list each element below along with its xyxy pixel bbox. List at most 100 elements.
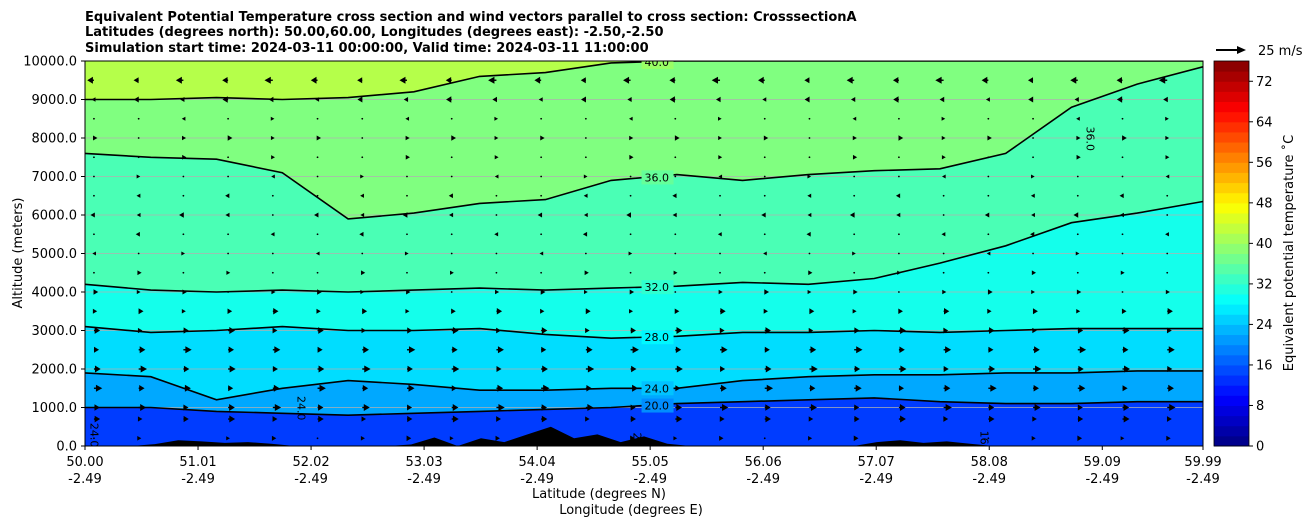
wind-vector-head	[360, 212, 365, 218]
wind-vector-head	[810, 404, 817, 411]
contour-label: 24.0	[88, 423, 101, 448]
wind-vector-head	[451, 135, 457, 141]
wind-vector-head	[405, 116, 410, 121]
wind-vector	[1166, 271, 1169, 274]
wind-vector-head	[763, 135, 769, 141]
temperature-band	[85, 397, 1203, 446]
wind-vector-head	[541, 327, 548, 334]
wind-vector	[1032, 156, 1034, 159]
wind-vector-head	[720, 308, 726, 315]
wind-vector	[540, 233, 543, 236]
wind-vector	[450, 117, 453, 120]
wind-vector	[1032, 252, 1034, 255]
wind-vector-head	[989, 365, 996, 373]
wind-vector-head	[225, 212, 230, 218]
wind-vector	[1032, 137, 1034, 139]
colorbar-step	[1214, 243, 1249, 254]
wind-vector-head	[587, 365, 595, 373]
wind-vector-head	[94, 327, 101, 334]
x-tick-label-lon: -2.49	[68, 472, 102, 487]
wind-vector-head	[854, 404, 860, 411]
x-tick-label-lat: 51.01	[179, 455, 216, 470]
colorbar-step	[1214, 253, 1249, 265]
wind-vector-head	[359, 231, 364, 237]
wind-vector-head	[1032, 327, 1037, 334]
wind-vector-head	[988, 346, 994, 353]
wind-vector-head	[315, 97, 320, 102]
wind-vector-head	[807, 212, 812, 218]
contour-label-bg	[641, 398, 674, 413]
wind-vector-head	[764, 289, 770, 295]
wind-vector-head	[360, 289, 365, 295]
wind-vector-head	[496, 416, 501, 422]
colorbar-step	[1214, 131, 1249, 143]
wind-vector	[540, 271, 543, 274]
chart-title: Equivalent Potential Temperature cross s…	[85, 10, 857, 56]
wind-vector-head	[1123, 415, 1130, 423]
contour-label: 16.0	[977, 431, 990, 456]
wind-vector	[540, 117, 543, 120]
wind-vector-head	[809, 308, 815, 315]
wind-vector-head	[492, 96, 498, 103]
wind-vector-head	[1076, 289, 1082, 295]
colorbar-step	[1214, 354, 1249, 366]
wind-vector-head	[849, 212, 855, 218]
wind-vector	[406, 194, 408, 197]
wind-vector	[93, 156, 95, 159]
wind-vector	[719, 271, 721, 274]
wind-vector-head	[94, 404, 100, 411]
wind-vector-head	[717, 232, 722, 237]
x-axis-label-lon: Longitude (degrees E)	[559, 503, 703, 518]
wind-vector	[674, 291, 677, 293]
wind-vector-head	[1166, 435, 1171, 441]
wind-vector	[987, 233, 990, 236]
wind-vector-head	[764, 346, 770, 353]
wind-vector-head	[583, 212, 588, 218]
wind-vector-head	[538, 97, 543, 102]
wind-vector-head	[229, 327, 236, 334]
wind-vector-head	[1166, 416, 1172, 422]
wind-vector	[674, 117, 677, 120]
wind-vector-head	[361, 270, 366, 276]
wind-vector	[987, 437, 990, 440]
wind-vector-head	[630, 327, 636, 334]
x-tick-label-lat: 54.04	[519, 455, 556, 470]
wind-vector-head	[718, 289, 723, 295]
wind-vector	[853, 233, 856, 236]
x-tick-label-lat: 59.99	[1184, 455, 1221, 470]
colorbar-step	[1214, 121, 1249, 133]
wind-vector-head	[270, 232, 275, 237]
wind-vector-head	[941, 232, 946, 237]
contour-label: 40.0	[645, 56, 670, 69]
wind-vector	[719, 214, 721, 216]
wind-vector	[584, 252, 587, 255]
wind-vector-head	[273, 384, 280, 392]
wind-vector-head	[673, 270, 678, 275]
temperature-band	[85, 201, 1203, 339]
wind-vector-head	[406, 435, 412, 442]
y-axis: 0.0 1000.0 2000.0 3000.0 4000.0 5000.0 6000.0 7…	[23, 55, 85, 455]
wind-vector-head	[360, 435, 365, 441]
x-tick-label-lon: -2.49	[859, 472, 893, 487]
wind-vector-head	[852, 116, 857, 121]
wind-vector	[316, 233, 319, 236]
wind-vector-head	[807, 289, 812, 295]
contour-label: 20.0	[630, 433, 643, 458]
wind-vector-head	[719, 435, 724, 441]
wind-vectors	[87, 76, 1176, 442]
wind-vector	[987, 271, 990, 274]
wind-vector-head	[494, 135, 499, 141]
wind-vector-head	[227, 135, 233, 141]
wind-vector	[137, 117, 140, 120]
wind-vector-head	[984, 212, 990, 218]
x-tick-label-lon: -2.49	[520, 472, 554, 487]
wind-vector-head	[854, 327, 860, 334]
colorbar-tick-label: 24	[1256, 318, 1273, 333]
wind-vector-head	[989, 327, 995, 334]
x-tick-label-lon: -2.49	[181, 472, 215, 487]
wind-vector	[316, 271, 319, 274]
y-tick-label: 1000.0	[32, 401, 78, 416]
wind-vector-head	[765, 415, 771, 423]
wind-vector	[450, 252, 453, 255]
wind-vector-head	[542, 365, 548, 373]
